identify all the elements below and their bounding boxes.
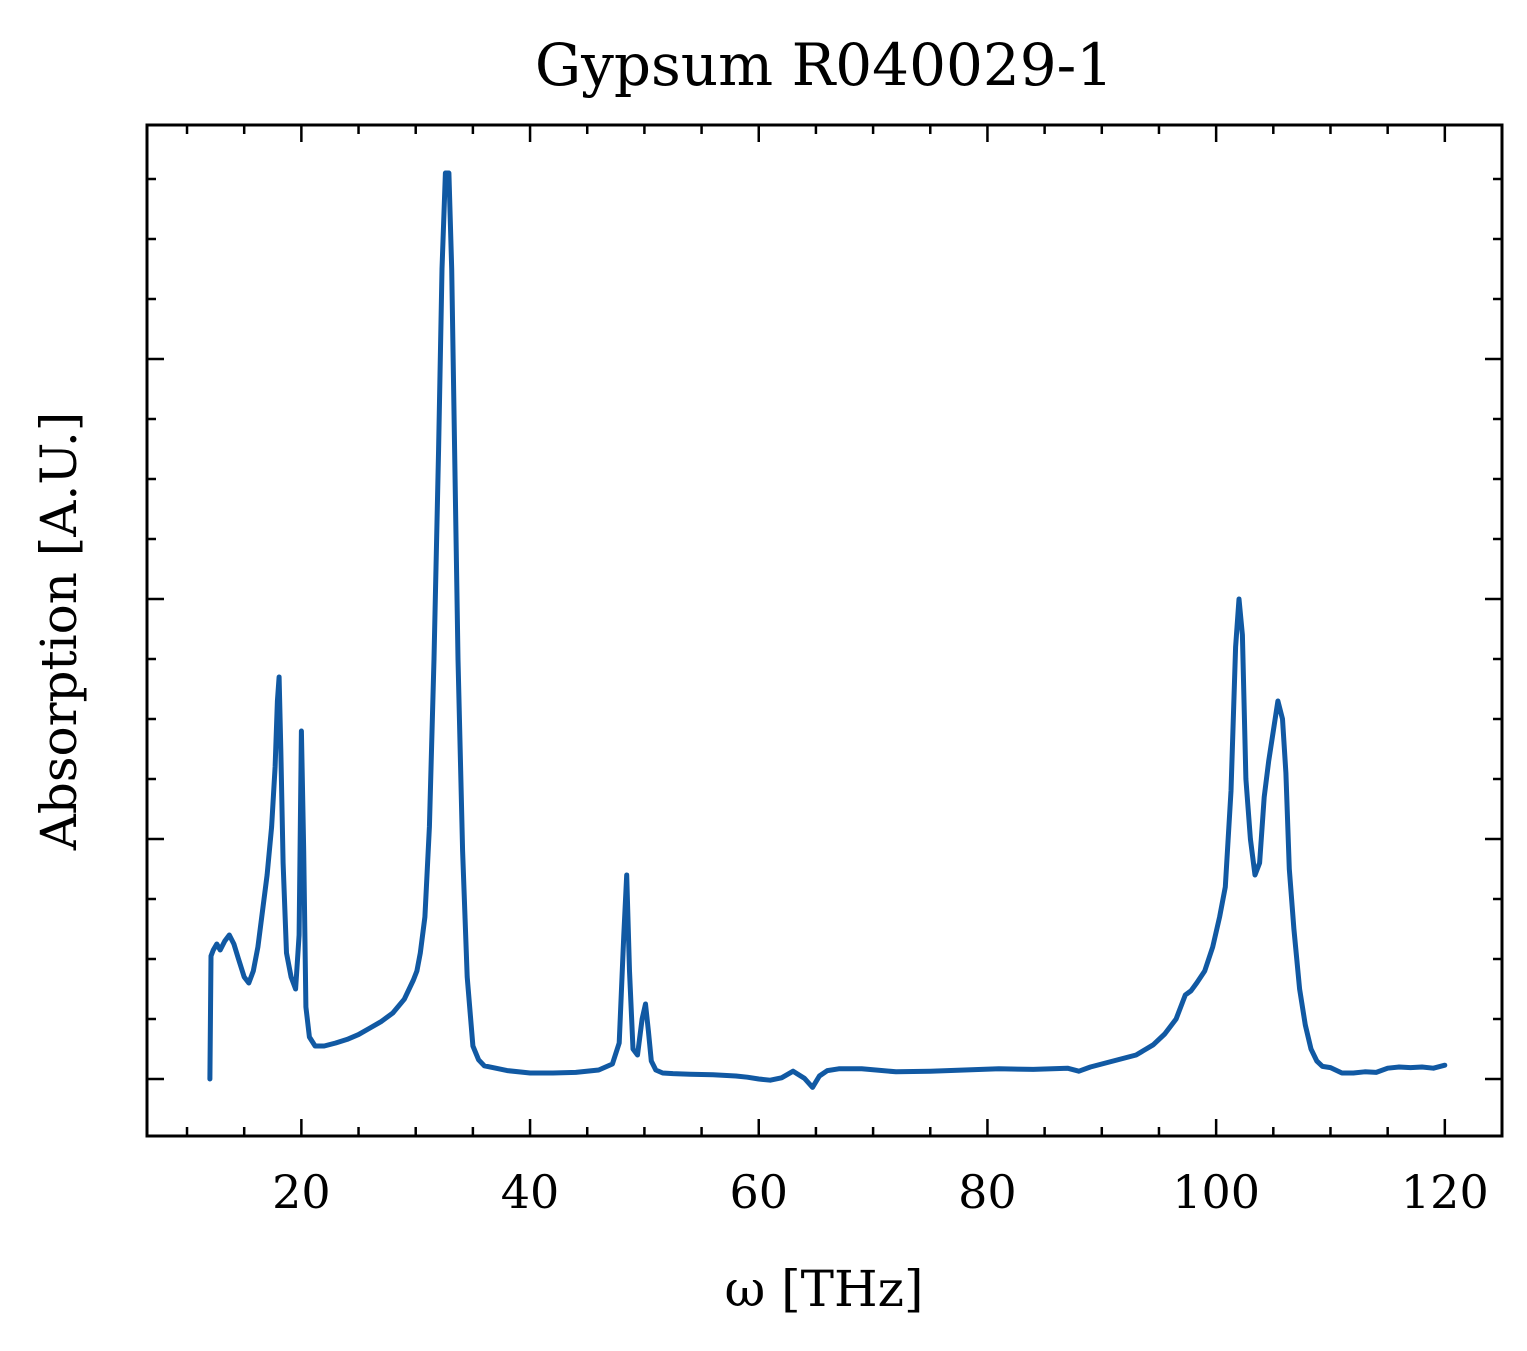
- x-tick-label: 80: [958, 1165, 1017, 1219]
- x-tick-label: 20: [272, 1165, 331, 1219]
- chart-title: Gypsum R040029-1: [535, 31, 1113, 99]
- x-axis-label: ω [THz]: [725, 1260, 924, 1318]
- x-tick-label: 60: [729, 1165, 788, 1219]
- x-tick-label: 40: [501, 1165, 560, 1219]
- x-tick-label: 100: [1172, 1165, 1260, 1219]
- y-axis-label: Absorption [A.U.]: [30, 412, 88, 852]
- absorption-series-line: [207, 170, 1448, 1090]
- x-tick-label: 120: [1401, 1165, 1489, 1219]
- x-axis: 20 40 60 80 100 120: [185, 125, 1504, 1219]
- plot-frame: [145, 123, 1504, 1138]
